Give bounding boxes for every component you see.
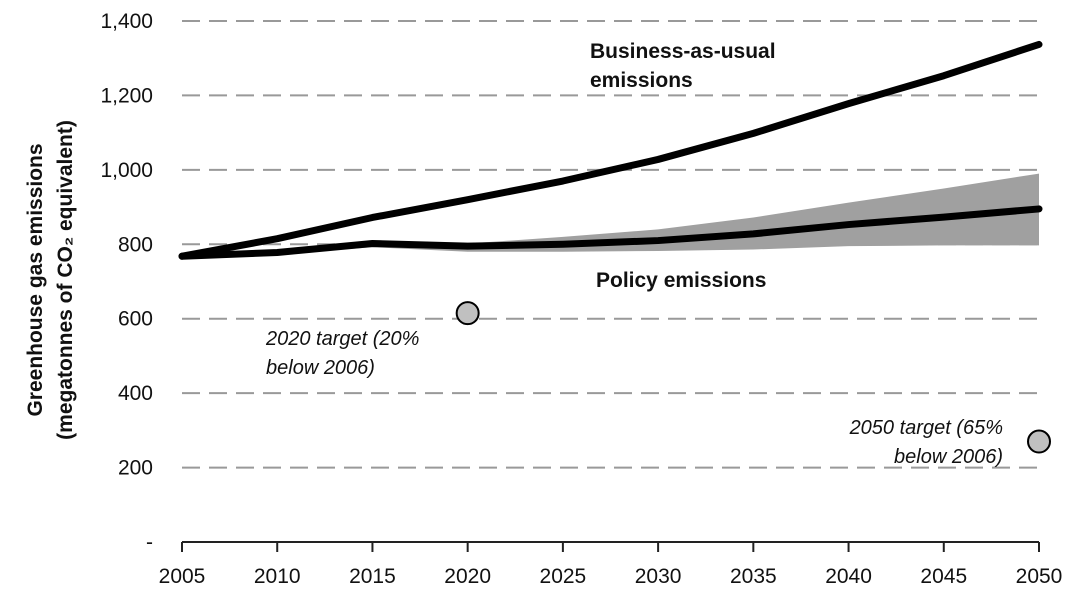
target-2020-marker: [455, 301, 480, 326]
y-tick-label-0: -: [146, 531, 153, 554]
target-2050-marker: [1027, 429, 1051, 454]
axes: - 200 400 600 800 1,000 1,200 1,400 2005 2010 2015…: [100, 10, 1062, 588]
x-tick-label-2030: 2030: [635, 565, 682, 588]
target-2020-label-line1: 2020 target (20%: [265, 328, 419, 350]
x-tick-label-2005: 2005: [159, 565, 206, 588]
policy-series-label: Policy emissions: [596, 269, 766, 292]
y-tick-label-800: 800: [118, 233, 153, 256]
target-markers: [455, 301, 1051, 454]
x-tick-label-2025: 2025: [540, 565, 587, 588]
target-2050-label-line2: below 2006): [894, 446, 1003, 468]
y-axis-title-line2: (megatonnes of CO₂ equivalent): [54, 120, 77, 440]
bau-emissions-line: [178, 40, 1043, 260]
x-tick-label-2010: 2010: [254, 565, 301, 588]
x-tick-label-2050: 2050: [1016, 565, 1063, 588]
y-tick-label-1200: 1,200: [100, 84, 153, 107]
x-tick-label-2040: 2040: [825, 565, 872, 588]
y-tick-label-200: 200: [118, 457, 153, 480]
y-axis-title-line1: Greenhouse gas emissions: [24, 143, 47, 416]
target-2020-label-line2: below 2006): [266, 357, 375, 379]
policy-emissions-line: [178, 205, 1043, 260]
x-tick-label-2020: 2020: [444, 565, 491, 588]
y-tick-label-600: 600: [118, 308, 153, 331]
series-lines: [178, 40, 1043, 260]
y-tick-label-400: 400: [118, 382, 153, 405]
y-tick-label-1000: 1,000: [100, 159, 153, 182]
target-2050-label-line1: 2050 target (65%: [849, 417, 1003, 439]
x-tick-label-2015: 2015: [349, 565, 396, 588]
policy-range-band: [182, 173, 1039, 257]
x-tick-label-2035: 2035: [730, 565, 777, 588]
policy-range-band-group: [182, 173, 1039, 257]
x-tick-label-2045: 2045: [920, 565, 967, 588]
bau-series-label-line1: Business-as-usual: [590, 40, 776, 63]
bau-series-label-line2: emissions: [590, 69, 693, 92]
y-tick-label-1400: 1,400: [100, 10, 153, 33]
